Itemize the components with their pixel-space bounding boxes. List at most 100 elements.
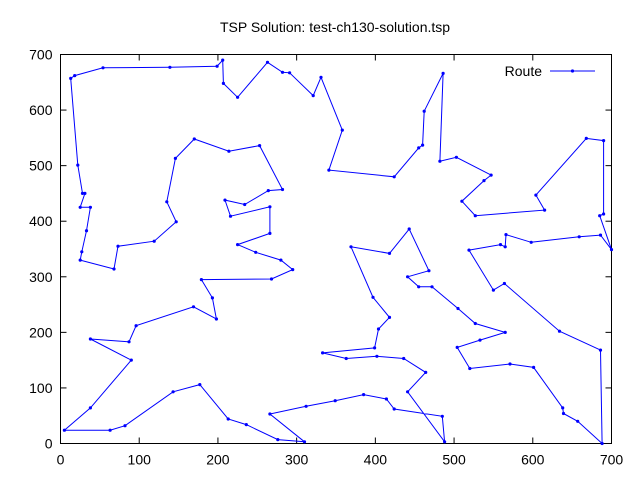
route-point (266, 189, 270, 193)
route-point (407, 227, 411, 231)
x-tick-label: 700 (600, 452, 624, 468)
route-point (62, 428, 66, 432)
route-point (198, 383, 202, 387)
route-point (498, 243, 503, 247)
route-point (402, 356, 406, 361)
route-point (123, 424, 127, 428)
route-point (438, 159, 442, 163)
route-point (456, 306, 460, 311)
route-point (73, 74, 77, 78)
route-point (422, 109, 426, 113)
route-point (441, 71, 445, 75)
route-point (340, 128, 344, 132)
route-point (78, 258, 82, 262)
route-point (223, 198, 227, 202)
chart-title: TSP Solution: test-ch130-solution.tsp (220, 19, 450, 35)
route-point (600, 441, 604, 446)
route-point (221, 81, 225, 85)
x-tick-label: 300 (285, 452, 309, 468)
route-point (534, 193, 538, 197)
y-tick-label: 700 (29, 47, 53, 63)
route-point (502, 281, 506, 286)
route-point (561, 411, 566, 416)
route-point (311, 94, 315, 98)
route-point (598, 348, 603, 352)
route-point (503, 330, 507, 334)
route-point (473, 214, 477, 218)
route-point (165, 200, 169, 204)
route-point (254, 250, 258, 254)
route-point (279, 258, 283, 262)
route-point (191, 305, 196, 309)
route-point (430, 285, 434, 289)
y-tick-label: 600 (29, 102, 53, 118)
route-point (319, 75, 323, 79)
route-point (168, 65, 172, 69)
route-point (221, 58, 225, 62)
route-point (268, 231, 272, 235)
route-point (80, 191, 85, 195)
route-point (171, 390, 175, 394)
route-point (427, 269, 431, 273)
y-tick-label: 100 (29, 380, 53, 396)
y-axis-tick-labels: 0 100 200 300 400 500 600 700 (29, 47, 53, 452)
route-point (387, 315, 392, 319)
route-point (268, 412, 272, 416)
route-point (392, 407, 396, 411)
route-point (243, 202, 247, 207)
axis-ticks (60, 54, 612, 444)
route-point (455, 345, 459, 349)
route-point (244, 423, 248, 427)
route-point (532, 365, 536, 369)
route-point (529, 240, 533, 244)
route-point (199, 278, 203, 282)
route-point (226, 417, 230, 421)
route-point (280, 70, 285, 74)
y-tick-label: 400 (29, 213, 53, 229)
route-point (376, 327, 381, 331)
route-point (152, 239, 156, 243)
route-point (576, 419, 580, 423)
route-point (228, 214, 233, 218)
route-point (304, 404, 308, 408)
route-point (88, 205, 92, 209)
route-point (302, 440, 307, 444)
route-point (460, 199, 464, 203)
route-point (478, 338, 482, 342)
route-series (62, 58, 614, 446)
route-point (84, 229, 89, 233)
route-point (80, 250, 84, 254)
route-point (467, 248, 471, 252)
route-point (88, 337, 92, 341)
route-point (602, 212, 606, 216)
route-point (210, 296, 214, 300)
route-point (584, 136, 588, 140)
x-tick-label: 600 (521, 452, 545, 468)
y-tick-label: 200 (29, 324, 53, 340)
x-tick-label: 100 (128, 452, 152, 468)
route-point (421, 143, 425, 147)
route-point (258, 144, 262, 148)
route-point (192, 137, 196, 141)
route-point (482, 179, 486, 183)
route-point (134, 324, 138, 328)
route-point (344, 356, 348, 361)
x-tick-label: 500 (442, 452, 466, 468)
route-point (215, 64, 219, 68)
route-point (598, 233, 603, 237)
route-point (561, 406, 565, 410)
route-point (174, 220, 178, 224)
route-point (577, 235, 581, 239)
route-point (291, 268, 295, 272)
y-tick-label: 500 (29, 158, 53, 174)
route-point (489, 173, 493, 177)
route-point (504, 233, 508, 237)
route-point (236, 95, 240, 99)
route-point (288, 71, 292, 75)
route-point (443, 440, 447, 444)
route-point (375, 354, 379, 358)
legend: Route (505, 63, 595, 79)
route-point (280, 187, 285, 192)
route-point (609, 248, 614, 252)
